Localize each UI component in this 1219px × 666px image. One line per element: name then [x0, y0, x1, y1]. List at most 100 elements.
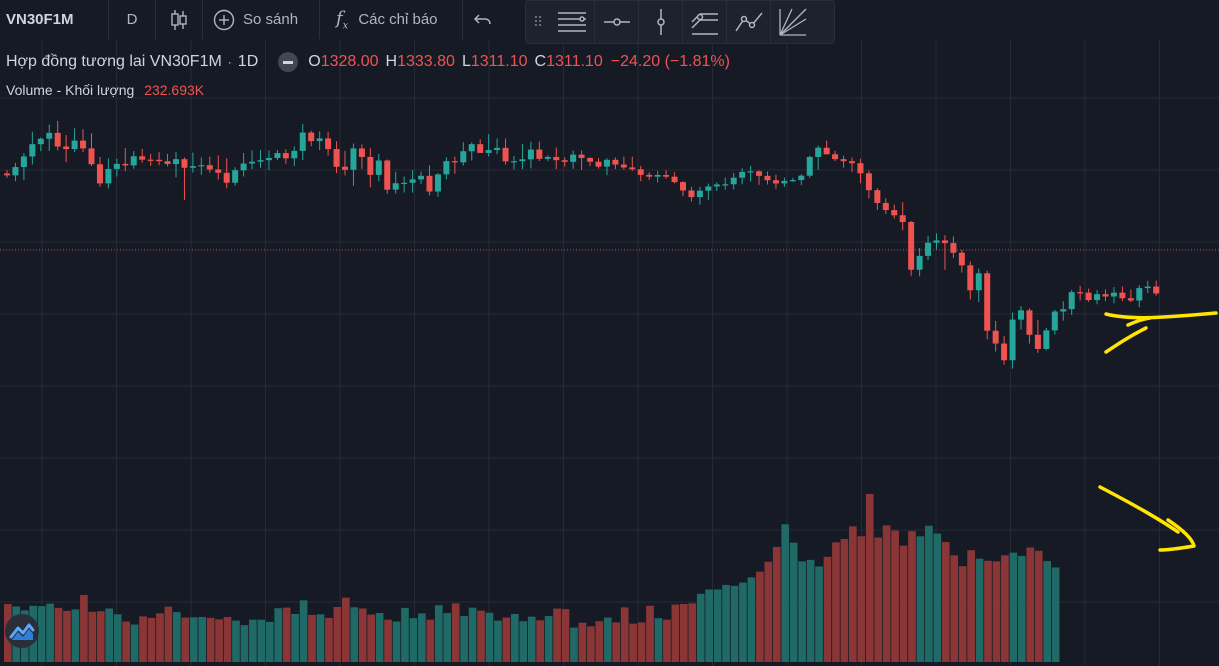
volume-bar	[654, 618, 663, 662]
fib-fan-tool[interactable]	[770, 1, 814, 43]
candle-body	[434, 174, 441, 192]
candle-body	[122, 163, 129, 166]
volume-bar	[409, 618, 418, 662]
candle	[992, 320, 999, 352]
hide-legend-button[interactable]	[278, 52, 299, 72]
candle-body	[874, 190, 881, 203]
candle-body	[375, 160, 382, 175]
volume-bar	[916, 536, 925, 662]
candle	[722, 177, 729, 190]
candle	[511, 155, 517, 170]
candle	[553, 147, 560, 170]
candle-body	[1068, 292, 1075, 310]
candle	[443, 157, 450, 180]
chart-type-button[interactable]	[156, 0, 202, 39]
candle-body	[756, 171, 763, 176]
candle-body	[620, 164, 627, 168]
volume-bar	[223, 616, 232, 662]
candle	[434, 173, 441, 197]
candle	[925, 235, 932, 261]
candle	[789, 177, 796, 182]
candle	[316, 131, 323, 151]
candle	[587, 157, 594, 167]
tradingview-logo[interactable]	[5, 614, 39, 648]
candle	[418, 171, 425, 184]
candle	[173, 152, 179, 178]
price-change: −24.20 (−1.81%)	[610, 53, 730, 70]
candle-body	[772, 180, 779, 184]
volume-bar	[198, 616, 206, 662]
volume-bar	[367, 614, 375, 662]
volume-bar	[527, 616, 536, 662]
volume-bar	[925, 525, 933, 662]
vertical-line-tool[interactable]	[638, 1, 682, 43]
regression-trend-tool[interactable]	[682, 1, 726, 43]
trend-line-tool[interactable]	[726, 1, 770, 43]
candle	[908, 221, 915, 276]
candle	[764, 171, 771, 185]
volume-bar	[350, 607, 359, 662]
volume-bar	[63, 610, 71, 662]
candle-body	[519, 159, 526, 162]
minus-icon	[283, 60, 294, 64]
candle	[1119, 286, 1126, 302]
candle-body	[71, 140, 78, 150]
candle-body	[96, 164, 103, 184]
volume-bar	[798, 561, 806, 662]
volume-bar	[443, 613, 452, 662]
candle-body	[1001, 343, 1008, 361]
volume-bar	[375, 613, 384, 662]
candle	[4, 170, 10, 178]
candle	[874, 188, 881, 210]
candle	[798, 174, 805, 186]
candle	[1085, 288, 1092, 302]
candle	[113, 158, 120, 177]
horizontal-lines-tool[interactable]	[550, 1, 594, 43]
candle-body	[299, 132, 306, 151]
volume-bar	[308, 614, 316, 662]
legend-interval: 1D	[237, 53, 259, 70]
candle	[350, 143, 357, 186]
top-toolbar: VN30F1M D So sánh fx Các chỉ báo	[0, 0, 530, 39]
candle-body	[1127, 298, 1134, 301]
candle-body	[54, 132, 61, 147]
ohlc-legend: Hợp đồng tương lai VN30F1M · 1D O 1328.0…	[6, 52, 730, 72]
compare-button[interactable]: So sánh	[203, 0, 319, 39]
horizontal-ray-tool[interactable]	[594, 1, 638, 43]
volume-bar	[139, 616, 147, 662]
candle-body	[832, 154, 839, 160]
candle	[240, 152, 247, 177]
candle	[713, 182, 720, 191]
volume-bar	[265, 621, 274, 662]
volume-bar	[722, 584, 730, 662]
drag-handle-icon[interactable]: ⠿	[532, 13, 544, 30]
candle	[730, 172, 737, 190]
volume-bar	[156, 613, 164, 662]
candle	[696, 186, 703, 205]
volume-bar	[967, 550, 975, 662]
candle-body	[367, 156, 374, 175]
candle	[806, 155, 813, 178]
candle	[1026, 308, 1033, 344]
candle	[468, 142, 475, 161]
volume-bar	[984, 560, 992, 662]
volume-bar	[612, 622, 621, 662]
volume-bar	[882, 525, 891, 662]
indicators-button[interactable]: fx Các chỉ báo	[320, 0, 462, 39]
volume-bar	[536, 620, 544, 662]
candle-body	[857, 163, 864, 174]
candle	[80, 129, 87, 153]
candle-body	[29, 144, 36, 157]
volume-bar	[908, 531, 916, 662]
undo-button[interactable]	[463, 0, 503, 39]
candle	[451, 156, 458, 174]
toolbar-divider	[108, 0, 109, 39]
volume-bar	[88, 611, 97, 662]
symbol-search[interactable]: VN30F1M	[6, 11, 74, 28]
horizontal-lines-icon	[558, 12, 586, 32]
interval-button[interactable]: D	[126, 11, 138, 28]
volume-bar	[553, 608, 561, 662]
candle-body	[468, 144, 475, 152]
candle	[1136, 285, 1143, 308]
